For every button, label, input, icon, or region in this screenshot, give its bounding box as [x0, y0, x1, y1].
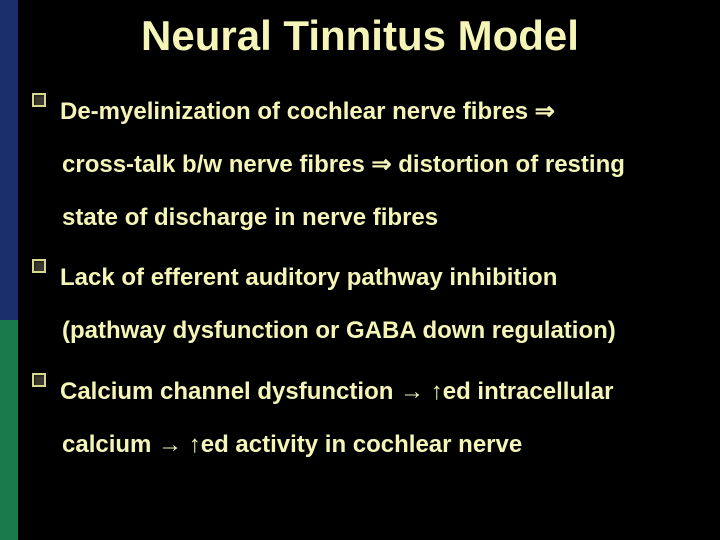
- bullet-marker-icon: [32, 93, 46, 107]
- bullet-continuation: (pathway dysfunction or GABA down regula…: [62, 305, 710, 358]
- sidebar-accent-bottom: [0, 320, 18, 540]
- bullet-marker-icon: [32, 373, 46, 387]
- bullet-item: Calcium channel dysfunction → ↑ed intrac…: [32, 366, 710, 472]
- bullet-continuation: cross-talk b/w nerve fibres ⇒ distortion…: [62, 139, 710, 192]
- bullet-text: De-myelinization of cochlear nerve fibre…: [60, 86, 555, 139]
- bullet-item: De-myelinization of cochlear nerve fibre…: [32, 86, 710, 244]
- bullet-item: Lack of efferent auditory pathway inhibi…: [32, 252, 710, 358]
- slide-title: Neural Tinnitus Model: [0, 12, 720, 60]
- bullet-marker-icon: [32, 259, 46, 273]
- bullet-continuation: calcium → ↑ed activity in cochlear nerve: [62, 419, 710, 472]
- slide-content: De-myelinization of cochlear nerve fibre…: [32, 86, 710, 480]
- sidebar-accent: [0, 0, 18, 540]
- bullet-text: Calcium channel dysfunction → ↑ed intrac…: [60, 366, 613, 419]
- bullet-continuation: state of discharge in nerve fibres: [62, 192, 710, 245]
- bullet-text: Lack of efferent auditory pathway inhibi…: [60, 252, 557, 305]
